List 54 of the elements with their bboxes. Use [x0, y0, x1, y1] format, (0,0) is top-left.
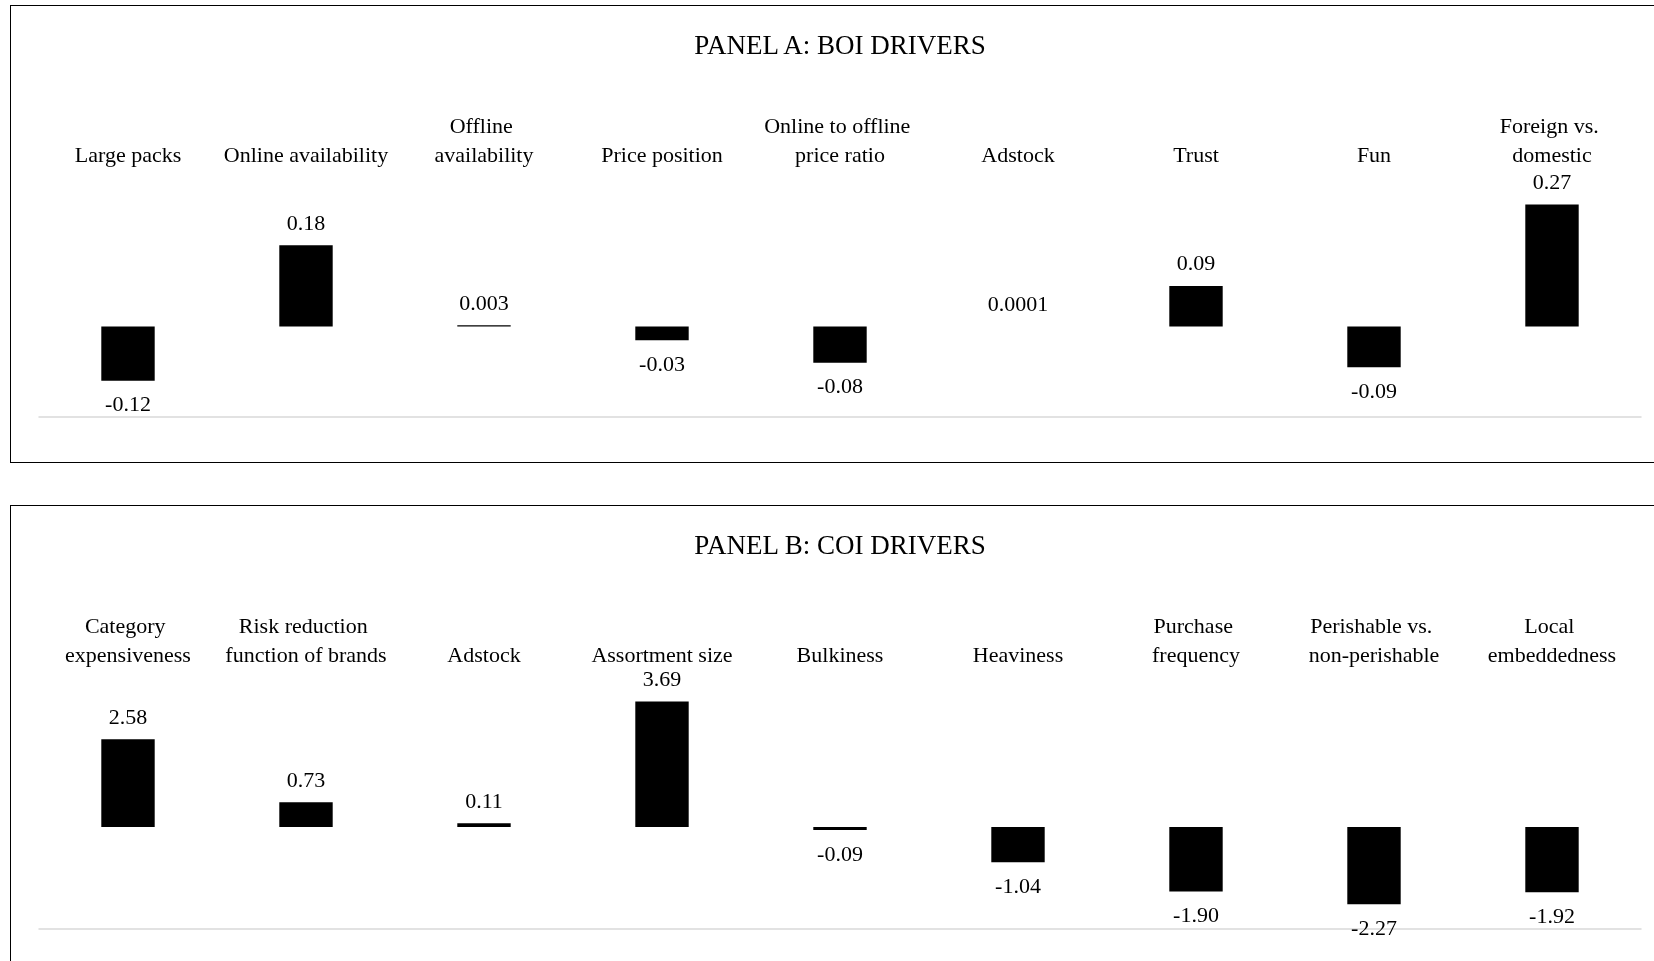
chart-title: PANEL A: BOI DRIVERS: [694, 29, 986, 60]
bar: [279, 802, 333, 827]
data-label: 0.0001: [987, 291, 1049, 317]
bar: [813, 326, 867, 363]
bar: [457, 823, 511, 827]
data-label: 0.18: [286, 209, 326, 235]
bar: [813, 827, 867, 831]
x-tick-label: Heaviness: [972, 642, 1064, 667]
data-label: 2.58: [108, 703, 148, 729]
data-label: -0.03: [639, 350, 685, 376]
x-tick-label: Purchase frequency: [1152, 613, 1240, 667]
x-tick-label: Trust: [1173, 142, 1219, 167]
x-tick-label: Foreign vs. domestic: [1499, 113, 1605, 167]
x-tick-label: Large packs: [74, 142, 182, 167]
data-label: -1.04: [995, 872, 1041, 898]
data-label: 0.73: [286, 766, 326, 792]
data-label: -2.27: [1351, 914, 1397, 940]
x-tick-label: Adstock: [981, 142, 1055, 167]
bar: [1525, 827, 1579, 893]
x-tick-label: Risk reduction function of brands: [225, 613, 387, 667]
x-tick-label: Category expensiveness: [65, 613, 191, 667]
data-label: 0.27: [1532, 169, 1572, 195]
data-label: -0.12: [105, 391, 151, 417]
bar: [279, 245, 333, 327]
bar: [991, 827, 1045, 863]
x-tick-label: Online availability: [223, 142, 389, 167]
x-tick-label: Fun: [1356, 142, 1392, 167]
data-label: -1.90: [1173, 902, 1219, 928]
data-label: -0.08: [817, 373, 863, 399]
bar: [101, 739, 155, 827]
bar: [101, 326, 155, 381]
x-tick-label: Perishable vs. non-perishable: [1308, 613, 1440, 667]
data-label: -1.92: [1529, 902, 1575, 928]
x-tick-label: Assortment size: [591, 642, 733, 667]
data-label: 0.11: [465, 787, 503, 813]
bar: [1525, 204, 1579, 327]
bar: [1169, 827, 1223, 892]
data-label: 3.69: [642, 666, 682, 692]
x-tick-label: Price position: [601, 142, 723, 167]
x-tick-label: Offline availability: [434, 113, 534, 167]
x-tick-label: Local embeddedness: [1487, 613, 1617, 667]
data-label: 0.003: [459, 289, 509, 315]
bar: [1347, 326, 1401, 368]
bar: [635, 326, 689, 341]
x-tick-label: Adstock: [447, 642, 521, 667]
data-label: -0.09: [817, 840, 863, 866]
bar: [1347, 827, 1401, 905]
x-tick-label: Bulkiness: [796, 642, 884, 667]
bar: [635, 701, 689, 827]
data-label: 0.09: [1176, 250, 1216, 276]
bar: [1169, 285, 1223, 327]
x-tick-label: Online to offline price ratio: [764, 113, 916, 167]
chart-title: PANEL B: COI DRIVERS: [694, 529, 986, 560]
data-label: -0.09: [1351, 377, 1397, 403]
